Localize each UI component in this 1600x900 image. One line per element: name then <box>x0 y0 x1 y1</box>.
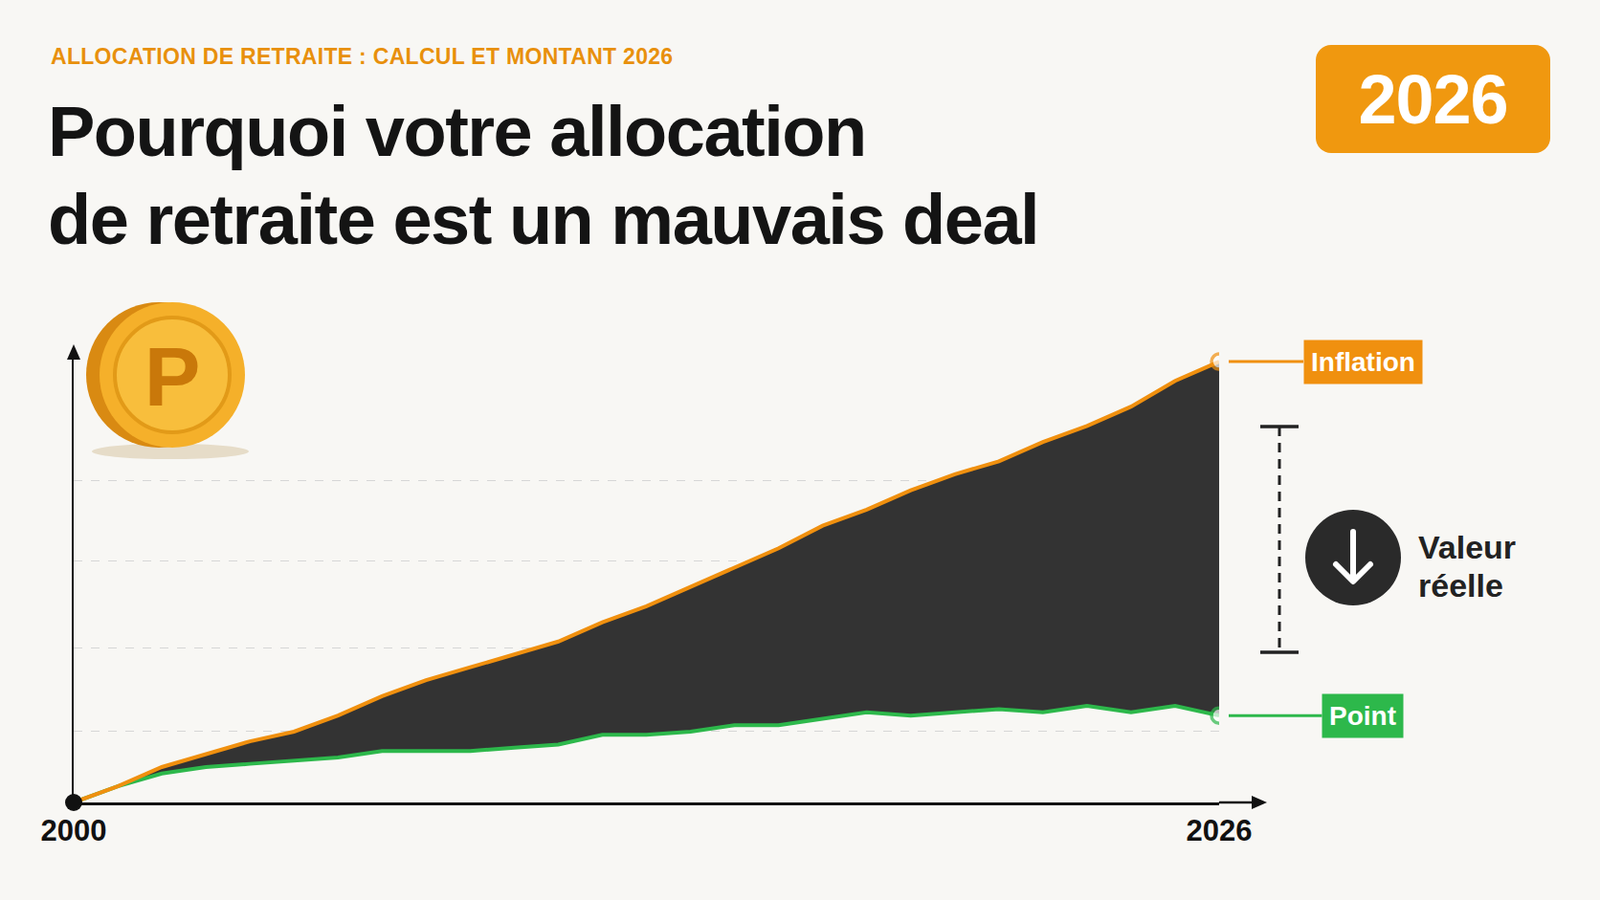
svg-text:P: P <box>144 329 201 424</box>
html-text:Pourquoi votre allocation: Pourquoi votre allocation <box>47 91 866 172</box>
html-text:2026: 2026 <box>1358 60 1508 138</box>
svg-text:2000: 2000 <box>41 814 108 848</box>
html-text:de retraite est un mauvais dea: de retraite est un mauvais deal <box>47 179 1039 260</box>
svg-text:Inflation: Inflation <box>1311 347 1416 378</box>
svg-text:Point: Point <box>1329 701 1397 732</box>
html-text:ALLOCATION DE RETRAITE : CALCU: ALLOCATION DE RETRAITE : CALCUL ET MONTA… <box>50 44 674 69</box>
html-text:Valeur réelle: Valeur réelle <box>1418 529 1516 604</box>
svg-text:2026: 2026 <box>1186 814 1253 848</box>
